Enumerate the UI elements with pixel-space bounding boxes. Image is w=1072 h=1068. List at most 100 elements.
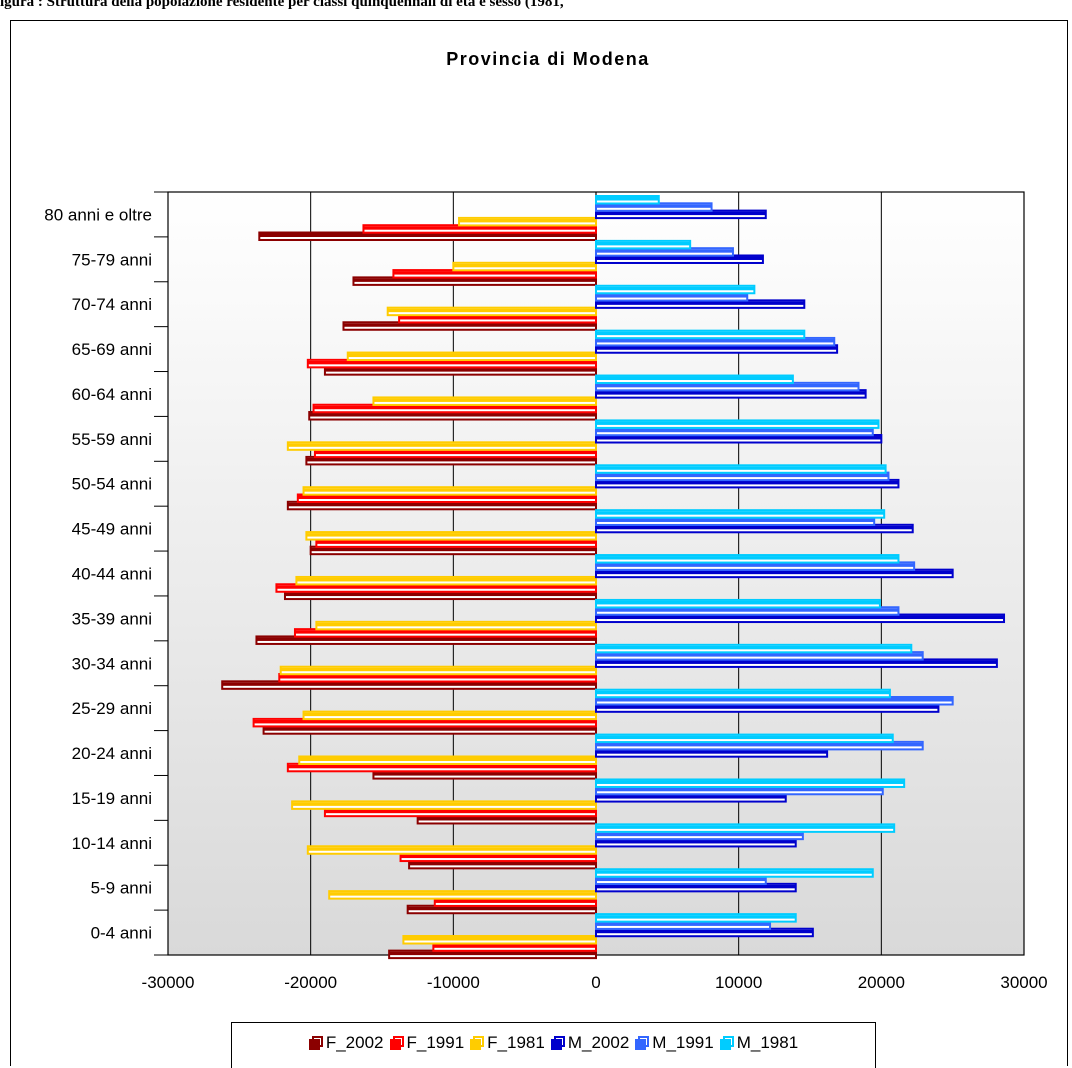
y-tick-label: 25-29 anni xyxy=(72,699,152,718)
y-tick-label: 5-9 anni xyxy=(91,879,152,898)
legend-swatch xyxy=(550,1035,565,1050)
bar-fill-m-1991 xyxy=(596,428,873,433)
bar-fill-f-2002 xyxy=(309,413,596,417)
bar-fill-m-2002 xyxy=(596,795,786,799)
bar-fill-m-2002 xyxy=(596,839,796,844)
bar-fill-m-1991 xyxy=(596,383,859,388)
bar-fill-f-2002 xyxy=(353,278,596,282)
bar-fill-f-1991 xyxy=(314,450,596,455)
y-tick-label: 40-44 anni xyxy=(72,565,152,584)
bar-fill-f-1981 xyxy=(329,892,596,896)
legend-label: F_1981 xyxy=(487,1032,545,1052)
bar-fill-m-1981 xyxy=(596,735,893,740)
legend: F_2002 F_1991 F_1981 M_2002 M_1991 M_1981 xyxy=(231,1022,876,1068)
bar-fill-m-2002 xyxy=(596,750,828,754)
legend-item: F_2002 xyxy=(308,1032,384,1053)
bar-fill-f-2002 xyxy=(324,368,596,372)
x-tick-label: -20000 xyxy=(284,973,337,992)
y-tick-label: 70-74 anni xyxy=(72,295,152,314)
bar-fill-f-1981 xyxy=(299,757,596,761)
bar-fill-f-1991 xyxy=(294,630,596,634)
y-tick-label: 80 anni e oltre xyxy=(44,205,152,224)
bar-fill-f-1981 xyxy=(303,712,596,717)
chart-title: Provincia di Modena xyxy=(446,49,650,69)
bar-fill-f-1981 xyxy=(307,847,596,851)
bar-fill-m-2002 xyxy=(596,705,939,709)
bar-fill-f-2002 xyxy=(310,547,596,552)
bar-fill-m-1991 xyxy=(596,742,923,747)
bar-fill-f-1981 xyxy=(316,622,596,627)
bar-fill-f-2002 xyxy=(409,861,596,866)
bar-fill-f-2002 xyxy=(263,727,596,731)
bar-fill-m-1981 xyxy=(596,645,912,650)
legend-swatch xyxy=(635,1035,650,1050)
bar-fill-f-1981 xyxy=(303,488,596,492)
bar-fill-m-1991 xyxy=(596,787,883,792)
bar-fill-m-1981 xyxy=(596,690,890,695)
y-tick-label: 30-34 anni xyxy=(72,654,152,673)
bar-fill-m-1981 xyxy=(596,511,885,515)
bar-fill-m-2002 xyxy=(596,436,882,440)
bar-fill-f-1991 xyxy=(399,315,596,320)
y-tick-label: 55-59 anni xyxy=(72,430,152,449)
bar-fill-m-1991 xyxy=(596,204,712,208)
legend-label: M_2002 xyxy=(567,1032,630,1052)
x-tick-label: 20000 xyxy=(858,973,905,992)
bar-fill-m-1981 xyxy=(596,376,793,381)
bar-fill-m-1981 xyxy=(596,241,691,246)
bar-fill-m-2002 xyxy=(596,660,997,664)
bar-fill-f-1991 xyxy=(313,405,596,410)
bar-fill-f-1991 xyxy=(287,764,596,769)
y-ticks xyxy=(154,191,168,956)
bar-fill-m-2002 xyxy=(596,391,866,395)
bar-fill-m-1991 xyxy=(596,249,733,253)
bar-fill-m-2002 xyxy=(596,211,766,216)
bar-fill-m-1991 xyxy=(596,338,835,343)
bar-fill-m-1981 xyxy=(596,600,880,605)
bar-fill-m-1991 xyxy=(596,473,889,478)
bar-fill-m-1981 xyxy=(596,915,796,919)
bar-fill-f-2002 xyxy=(284,592,596,597)
x-tick-label: 0 xyxy=(591,973,600,992)
bar-fill-f-1981 xyxy=(287,443,596,447)
legend-item: M_2002 xyxy=(550,1032,630,1053)
y-tick-label: 20-24 anni xyxy=(72,744,152,763)
bar-fill-f-1991 xyxy=(400,854,596,859)
legend-label: F_2002 xyxy=(325,1032,384,1052)
bar-fill-m-2002 xyxy=(596,525,913,530)
bar-fill-m-1981 xyxy=(596,331,805,336)
bar-fill-f-1981 xyxy=(387,308,596,313)
bar-fill-f-1991 xyxy=(393,271,596,275)
bar-fill-f-1991 xyxy=(297,495,596,499)
legend-swatch xyxy=(308,1035,323,1050)
bar-fill-f-1991 xyxy=(434,899,596,903)
bar-fill-m-2002 xyxy=(596,480,899,485)
legend-swatch xyxy=(470,1035,485,1050)
bar-fill-m-2002 xyxy=(596,929,813,934)
bar-fill-m-1991 xyxy=(596,922,771,926)
x-tick-label: -30000 xyxy=(142,973,195,992)
bar-fill-m-1991 xyxy=(596,832,803,837)
bar-fill-f-1991 xyxy=(433,944,596,948)
bar-fill-f-1981 xyxy=(347,353,596,358)
bar-fill-f-1981 xyxy=(296,577,596,582)
bar-fill-m-1981 xyxy=(596,197,659,201)
bar-fill-f-1981 xyxy=(453,263,596,268)
bar-fill-m-1991 xyxy=(596,563,915,567)
legend-label: M_1991 xyxy=(652,1032,714,1052)
bar-fill-f-2002 xyxy=(306,457,596,462)
bar-fill-m-1981 xyxy=(596,780,905,784)
bar-fill-f-2002 xyxy=(343,323,596,327)
bar-fill-m-1981 xyxy=(596,466,886,470)
x-tick-label: 10000 xyxy=(715,973,762,992)
legend-item: M_1991 xyxy=(635,1032,714,1053)
bar-fill-m-1991 xyxy=(596,608,899,612)
bar-fill-f-1991 xyxy=(253,719,596,724)
figure-caption: igura : Struttura della popolazione resi… xyxy=(0,0,564,10)
bar-fill-m-1991 xyxy=(596,877,766,882)
bar-fill-f-2002 xyxy=(417,816,596,821)
bar-fill-m-1991 xyxy=(596,653,923,657)
bar-fill-f-1981 xyxy=(403,937,596,941)
y-tick-label: 0-4 anni xyxy=(91,924,152,943)
